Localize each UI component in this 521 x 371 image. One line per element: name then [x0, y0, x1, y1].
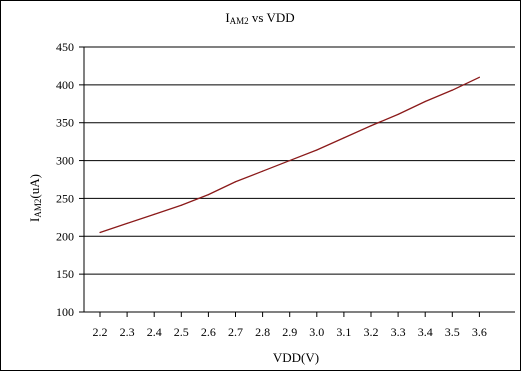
series-0-point-2.4 — [153, 213, 155, 215]
series-0-point-2.7 — [234, 181, 237, 183]
y-axis-label: IAM2(uA) — [27, 174, 43, 222]
series-0-point-3.4 — [424, 100, 426, 103]
y-tick-label-450: 450 — [56, 40, 74, 54]
series-0-point-2.6 — [207, 194, 209, 196]
x-tick-label-2.3: 2.3 — [120, 325, 135, 339]
series-0-point-2.2 — [99, 231, 101, 234]
x-tick-label-2.2: 2.2 — [93, 325, 108, 339]
x-tick-label-3.0: 3.0 — [309, 325, 324, 339]
y-tick-label-350: 350 — [56, 116, 74, 130]
y-tick-label-200: 200 — [56, 229, 74, 243]
y-axis-label-main: I — [27, 218, 42, 222]
x-tick-label-3.4: 3.4 — [418, 325, 433, 339]
chart-title-main: I — [225, 10, 229, 25]
series-0-point-3.2 — [370, 125, 372, 127]
x-tick-label-2.8: 2.8 — [255, 325, 270, 339]
y-axis-ticks: 100 150 200 250 300 350 400 450 — [56, 40, 84, 319]
series-0-point-2.9 — [289, 159, 291, 162]
series-0-point-3.6 — [478, 76, 480, 78]
x-tick-label-3.1: 3.1 — [336, 325, 351, 339]
x-tick-label-3.5: 3.5 — [445, 325, 460, 339]
series-0-point-2.8 — [262, 170, 264, 172]
series-0-point-2.5 — [180, 204, 182, 206]
x-axis-label: VDD(V) — [273, 350, 319, 365]
y-tick-label-400: 400 — [56, 78, 74, 92]
x-tick-label-2.9: 2.9 — [282, 325, 297, 339]
chart-title-rest: vs VDD — [249, 10, 295, 25]
axes — [83, 47, 515, 313]
x-tick-label-2.6: 2.6 — [201, 325, 216, 339]
y-tick-label-100: 100 — [56, 305, 74, 319]
y-tick-label-250: 250 — [56, 191, 74, 205]
series-0-point-3.1 — [343, 137, 345, 139]
series-0-point-3.3 — [397, 113, 399, 115]
y-axis-label-subscript: AM2 — [33, 199, 43, 218]
y-tick-label-300: 300 — [56, 154, 74, 168]
y-tick-label-150: 150 — [56, 267, 74, 281]
x-tick-label-2.7: 2.7 — [228, 325, 243, 339]
series-layer — [99, 76, 480, 234]
gridlines — [84, 46, 515, 275]
x-tick-label-3.3: 3.3 — [391, 325, 406, 339]
series-line-0 — [99, 76, 480, 234]
x-tick-label-3.6: 3.6 — [472, 325, 487, 339]
x-tick-label-2.5: 2.5 — [174, 325, 189, 339]
chart-title: IAM2 vs VDD — [225, 10, 294, 26]
series-0-point-3.0 — [316, 149, 318, 151]
x-axis-ticks: 2.2 2.3 2.4 2.5 2.6 2.7 2.8 2.9 3.0 3.1 3.2 3.3 3.4 3… — [93, 312, 487, 339]
x-tick-label-2.4: 2.4 — [147, 325, 162, 339]
y-axis-label-rest: (uA) — [27, 174, 42, 199]
x-tick-label-3.2: 3.2 — [364, 325, 379, 339]
series-0-point-3.5 — [451, 89, 453, 91]
chart-title-subscript: AM2 — [230, 16, 249, 26]
series-0-point-2.3 — [126, 222, 128, 225]
